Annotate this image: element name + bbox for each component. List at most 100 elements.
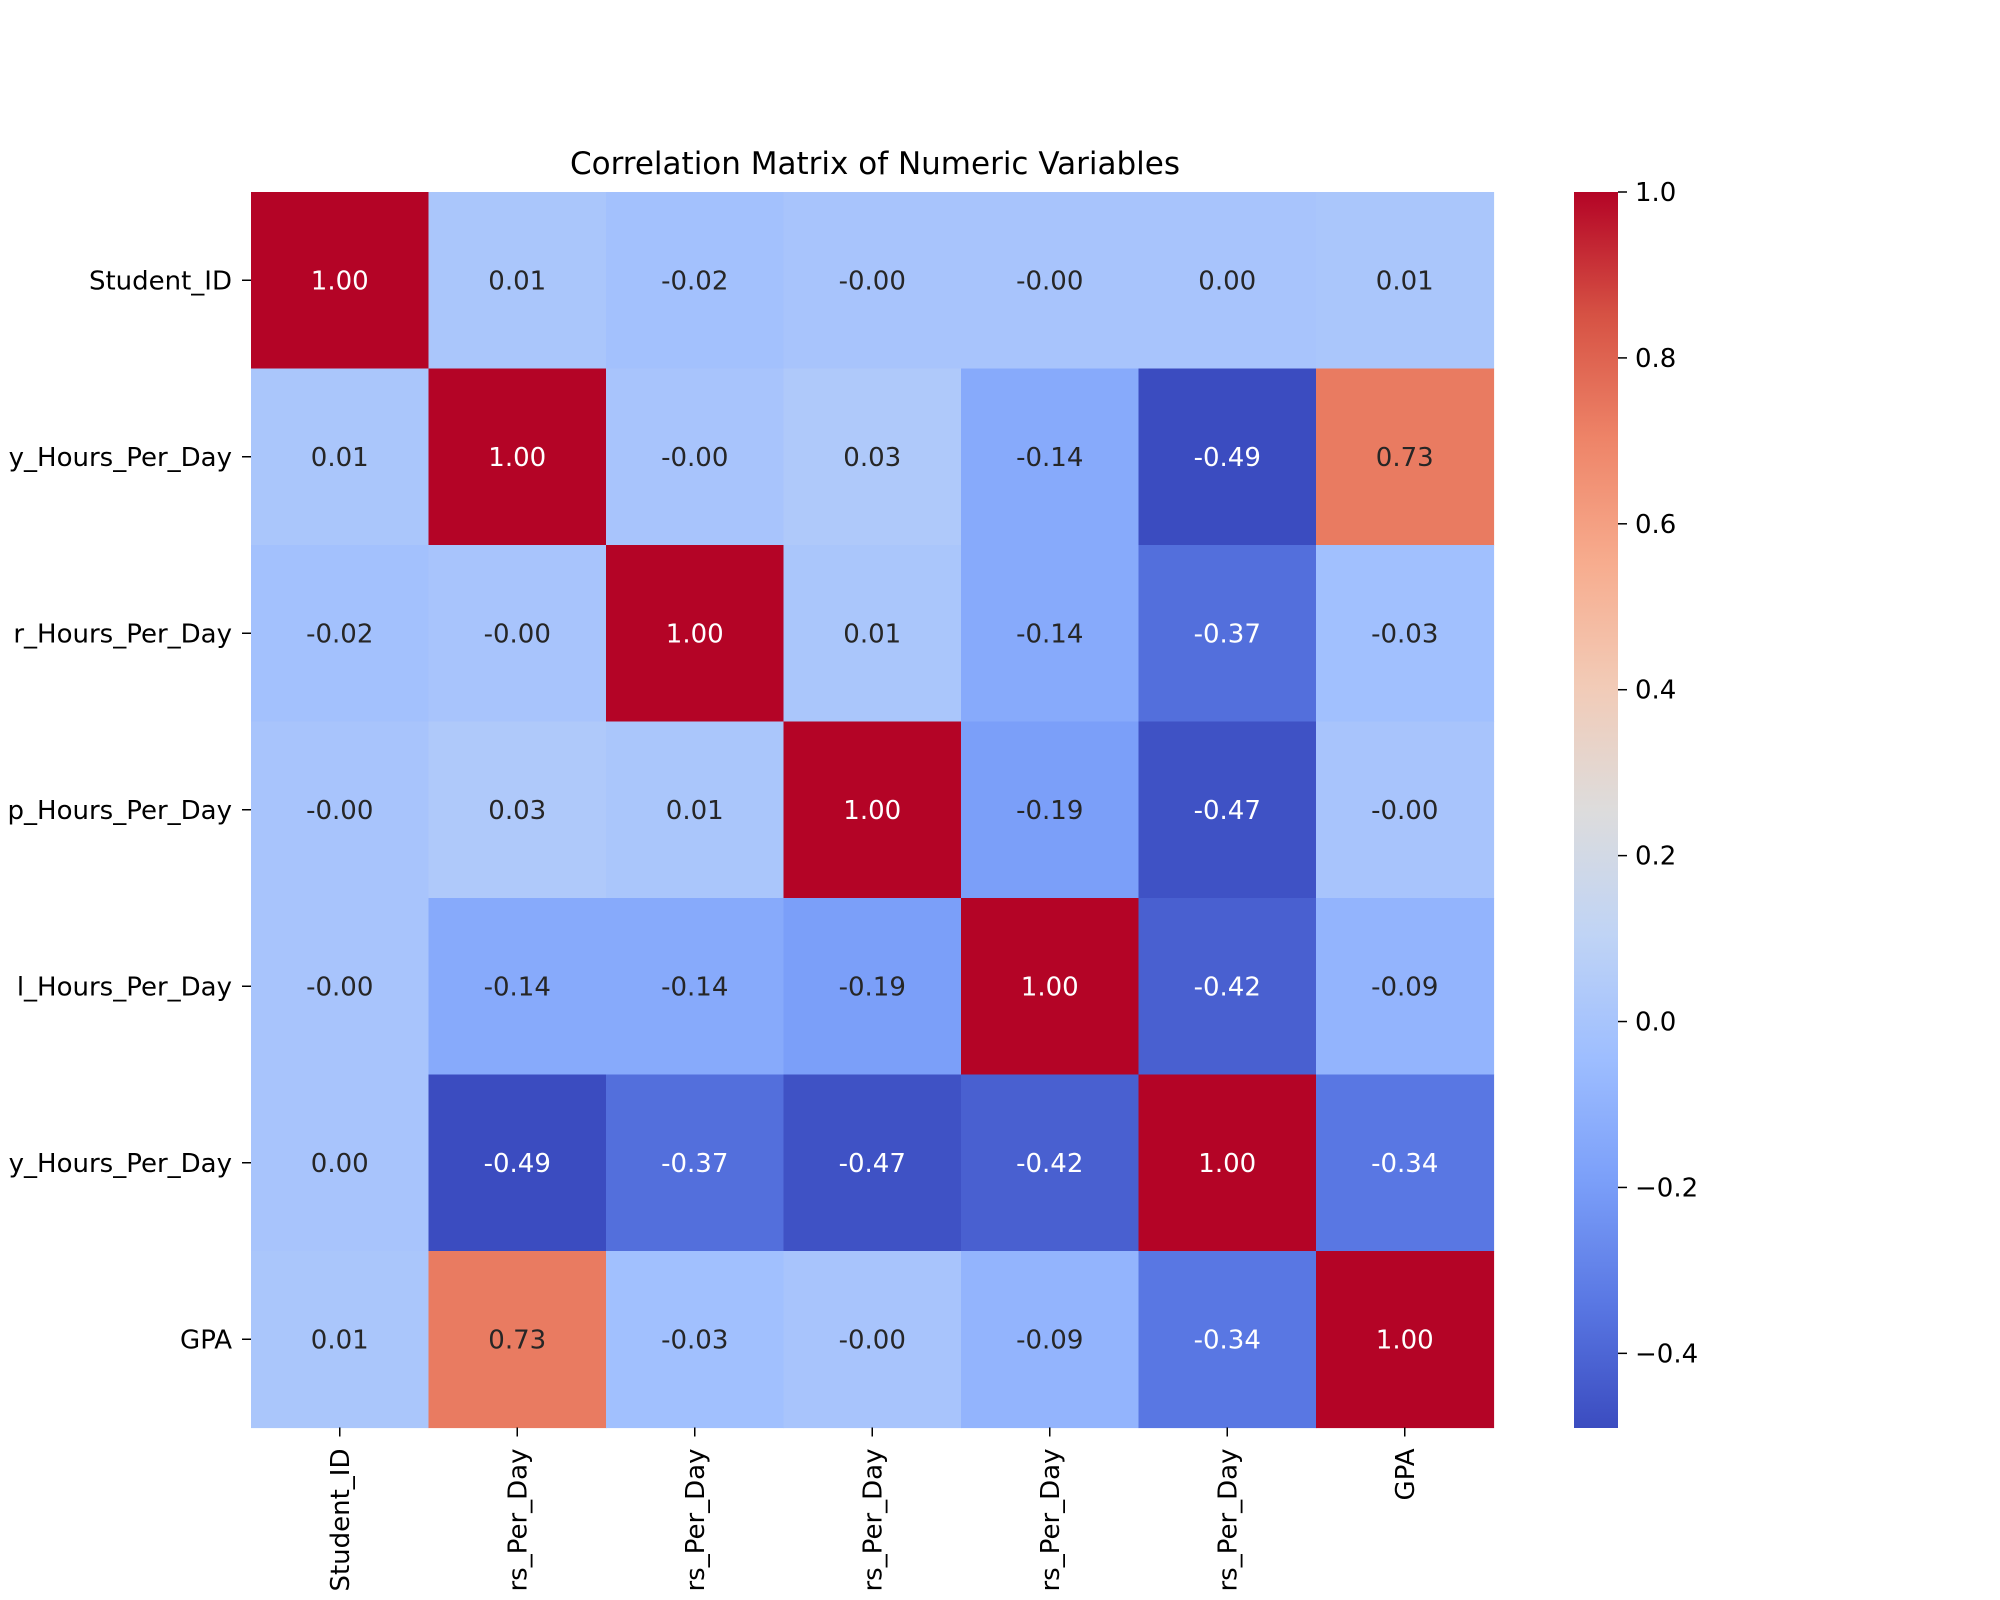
heatmap-cell [1316,721,1495,899]
y-tick-label: y_Hours_Per_Day [9,443,232,473]
cell-value-label: 0.03 [843,443,901,473]
heatmap-cell [428,1251,607,1429]
cell-value-label: 0.73 [1376,443,1434,473]
cell-value-label: -0.02 [306,619,373,649]
cell-value-label: -0.42 [1194,972,1261,1002]
cell-value-label: -0.34 [1371,1149,1438,1179]
heatmap-cell [961,1074,1140,1252]
cell-value-label: -0.14 [661,972,728,1002]
cell-value-label: 0.00 [311,1149,369,1179]
heatmap-cell [1138,721,1317,899]
heatmap-cell [1138,898,1317,1076]
heatmap-cell [961,1251,1140,1429]
heatmap-cell [251,1074,430,1252]
colorbar-tick-label: 0.8 [1635,344,1676,374]
cell-value-label: 0.01 [311,1325,369,1355]
heatmap-cell [428,898,607,1076]
heatmap-cell [1138,545,1317,723]
heatmap-cell [783,1251,962,1429]
heatmap-cell [961,898,1140,1076]
heatmap-cell [961,721,1140,899]
x-axis-ticks: Student_ID rs_Per_Day rs_Per_Day rs_Per_Day… [326,1427,1421,1592]
cell-value-label: 1.00 [488,443,546,473]
cell-value-label: -0.37 [661,1149,728,1179]
heatmap-cell [1316,898,1495,1076]
cell-value-label: -0.34 [1194,1325,1261,1355]
heatmap-cell [428,545,607,723]
heatmap-cell [606,898,785,1076]
heatmap-cell [783,192,962,370]
heatmap-cell [783,898,962,1076]
cell-value-label: 0.01 [1376,266,1434,296]
cell-value-label: 0.01 [311,443,369,473]
x-tick-label: rs_Per_Day [1036,1449,1066,1592]
cell-value-label: -0.00 [306,796,373,826]
heatmap-cell [251,545,430,723]
y-axis-ticks: Student_ID y_Hours_Per_Day r_Hours_Per_Day… [8,266,251,1355]
heatmap-cell [1138,192,1317,370]
colorbar-tick-label: −0.4 [1635,1339,1698,1369]
cell-value-label: 0.01 [843,619,901,649]
cell-value-label: -0.00 [306,972,373,1002]
cell-value-label: -0.09 [1016,1325,1083,1355]
cell-value-label: -0.03 [1371,619,1438,649]
colorbar [1574,192,1618,1428]
cell-value-label: 1.00 [1198,1149,1256,1179]
cell-value-label: 1.00 [666,619,724,649]
heatmap-cell [251,192,430,370]
cell-value-label: -0.02 [661,266,728,296]
cell-value-label: -0.42 [1016,1149,1083,1179]
cell-value-label: -0.47 [1194,796,1261,826]
heatmap-cell [961,545,1140,723]
cell-value-label: -0.00 [484,619,551,649]
heatmap-cell [1316,368,1495,546]
x-tick-label: rs_Per_Day [1213,1449,1243,1592]
heatmap-cell [428,192,607,370]
y-tick-label: p_Hours_Per_Day [8,796,232,826]
cell-value-label: 1.00 [1376,1325,1434,1355]
heatmap-cell [606,1251,785,1429]
heatmap-cells: 1.00 0.01 -0.02 -0.00 -0.00 0.00 0.01 0.01 1.00 -… [251,192,1495,1429]
y-tick-label: GPA [180,1325,232,1355]
cell-value-label: -0.19 [839,972,906,1002]
heatmap-cell [606,192,785,370]
heatmap-cell [1316,1074,1495,1252]
cell-value-label: 1.00 [311,266,369,296]
heatmap-cell [783,721,962,899]
colorbar-ticks: −0.4 −0.2 0.0 0.2 0.4 0.6 0.8 1.0 [1618,178,1698,1369]
heatmap-cell [1138,1251,1317,1429]
heatmap-cell [1316,545,1495,723]
cell-value-label: -0.03 [661,1325,728,1355]
cell-value-label: -0.00 [661,443,728,473]
heatmap-cell [251,368,430,546]
cell-value-label: -0.00 [839,1325,906,1355]
heatmap-cell [783,1074,962,1252]
chart-title: Correlation Matrix of Numeric Variables [570,146,1180,182]
cell-value-label: -0.49 [484,1149,551,1179]
heatmap-cell [606,545,785,723]
heatmap-cell [1138,368,1317,546]
cell-value-label: -0.49 [1194,443,1261,473]
cell-value-label: -0.00 [839,266,906,296]
x-tick-label: rs_Per_Day [681,1449,711,1592]
x-tick-label: Student_ID [326,1449,356,1592]
colorbar-tick-label: 0.6 [1635,510,1676,540]
heatmap-cell [783,368,962,546]
colorbar-tick-label: 0.2 [1635,842,1676,872]
colorbar-tick-label: 0.0 [1635,1008,1676,1038]
cell-value-label: -0.47 [839,1149,906,1179]
colorbar-tick-label: −0.2 [1635,1173,1698,1203]
cell-value-label: -0.00 [1016,266,1083,296]
heatmap-cell [606,1074,785,1252]
heatmap-cell [428,368,607,546]
y-tick-label: Student_ID [89,266,232,296]
x-tick-label: rs_Per_Day [503,1449,533,1592]
heatmap-cell [251,898,430,1076]
cell-value-label: -0.14 [1016,619,1083,649]
cell-value-label: -0.37 [1194,619,1261,649]
heatmap-cell [428,721,607,899]
cell-value-label: 0.73 [488,1325,546,1355]
heatmap-cell [1316,192,1495,370]
cell-value-label: 0.00 [1198,266,1256,296]
